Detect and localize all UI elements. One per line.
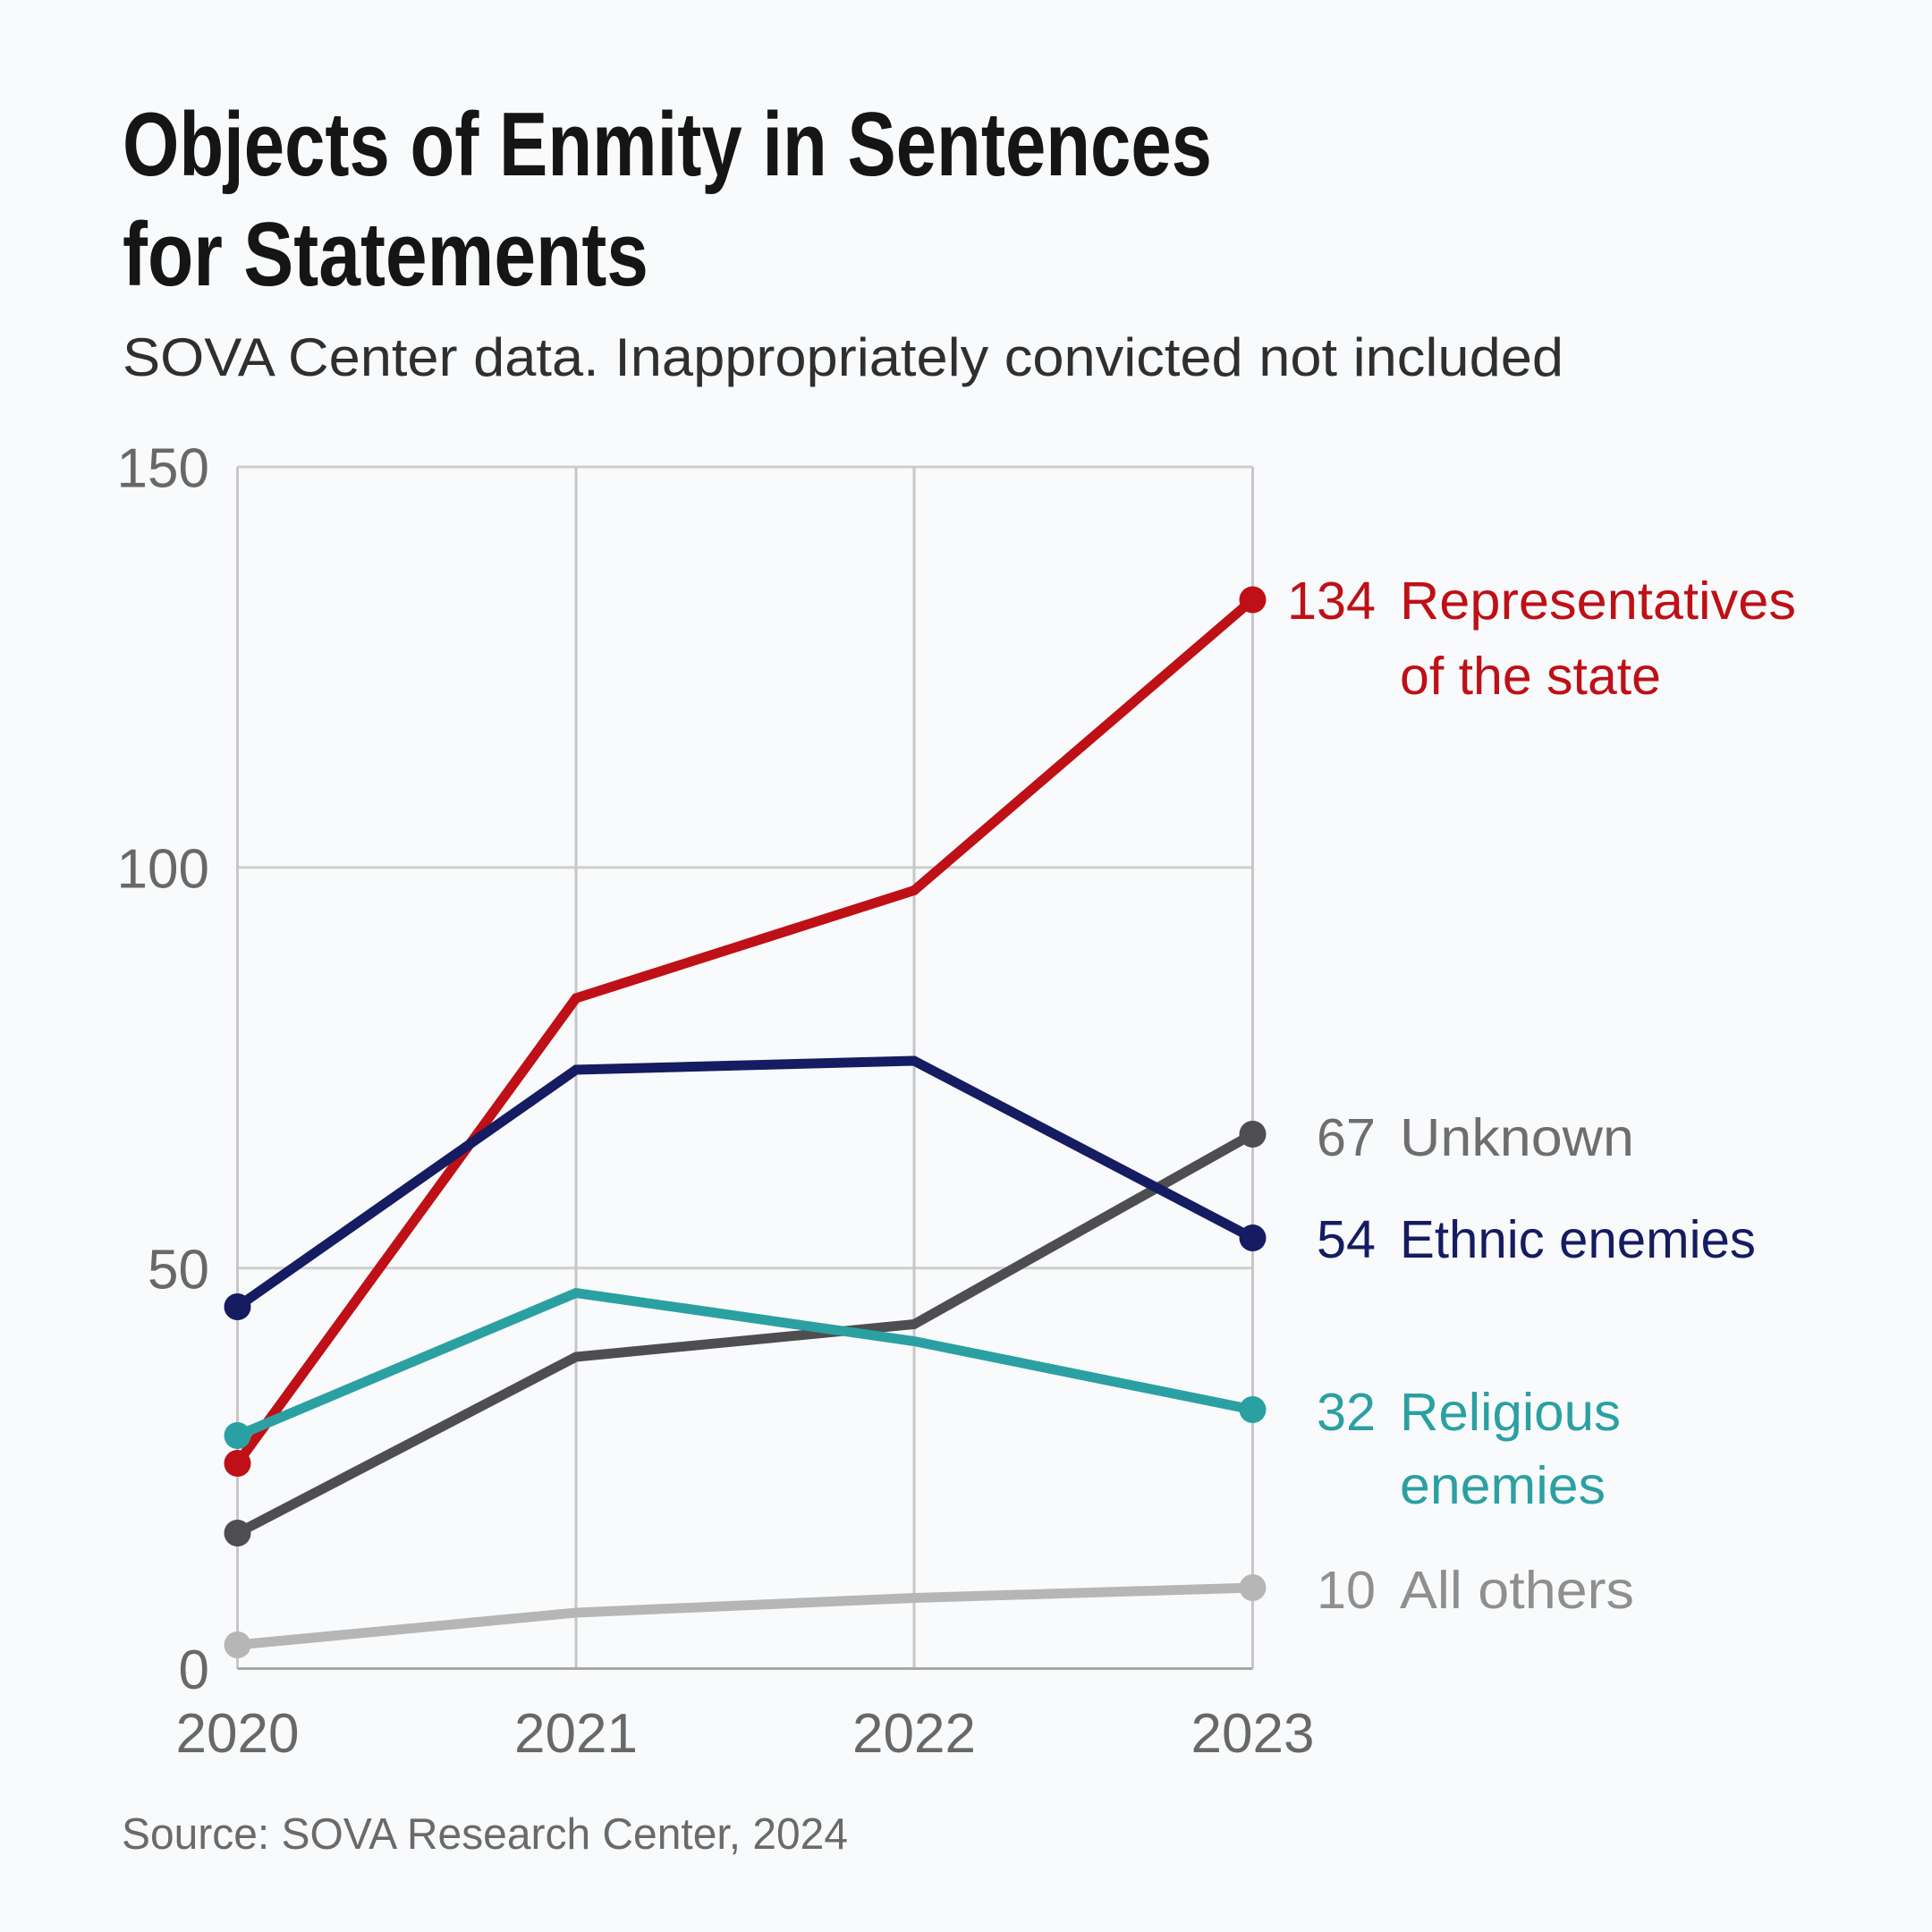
svg-text:2023: 2023 [1191, 1703, 1315, 1765]
svg-text:54: 54 [1317, 1210, 1376, 1269]
svg-text:67: 67 [1317, 1108, 1376, 1167]
svg-text:for Statements: for Statements [123, 205, 648, 305]
svg-text:32: 32 [1317, 1383, 1376, 1442]
svg-text:All others: All others [1400, 1561, 1634, 1620]
svg-text:Unknown: Unknown [1400, 1108, 1634, 1167]
svg-text:0: 0 [179, 1640, 209, 1701]
svg-text:Objects of Enmity in Sentences: Objects of Enmity in Sentences [123, 95, 1212, 195]
svg-text:enemies: enemies [1400, 1456, 1606, 1515]
svg-text:Ethnic enemies: Ethnic enemies [1400, 1210, 1756, 1269]
svg-text:Religious: Religious [1400, 1383, 1621, 1442]
svg-text:134: 134 [1287, 572, 1376, 631]
svg-text:Representatives: Representatives [1400, 572, 1796, 631]
svg-text:SOVA Center data. Inappropriat: SOVA Center data. Inappropriately convic… [123, 327, 1563, 387]
svg-text:150: 150 [117, 438, 209, 500]
svg-text:50: 50 [148, 1239, 209, 1301]
svg-text:2021: 2021 [514, 1703, 638, 1765]
svg-text:100: 100 [117, 839, 209, 901]
svg-text:Source: SOVA Research Center,: Source: SOVA Research Center, 2024 [122, 1810, 848, 1859]
svg-text:of the state: of the state [1400, 647, 1661, 706]
svg-text:2022: 2022 [852, 1703, 976, 1765]
svg-text:10: 10 [1317, 1561, 1376, 1620]
svg-text:2020: 2020 [176, 1703, 300, 1765]
